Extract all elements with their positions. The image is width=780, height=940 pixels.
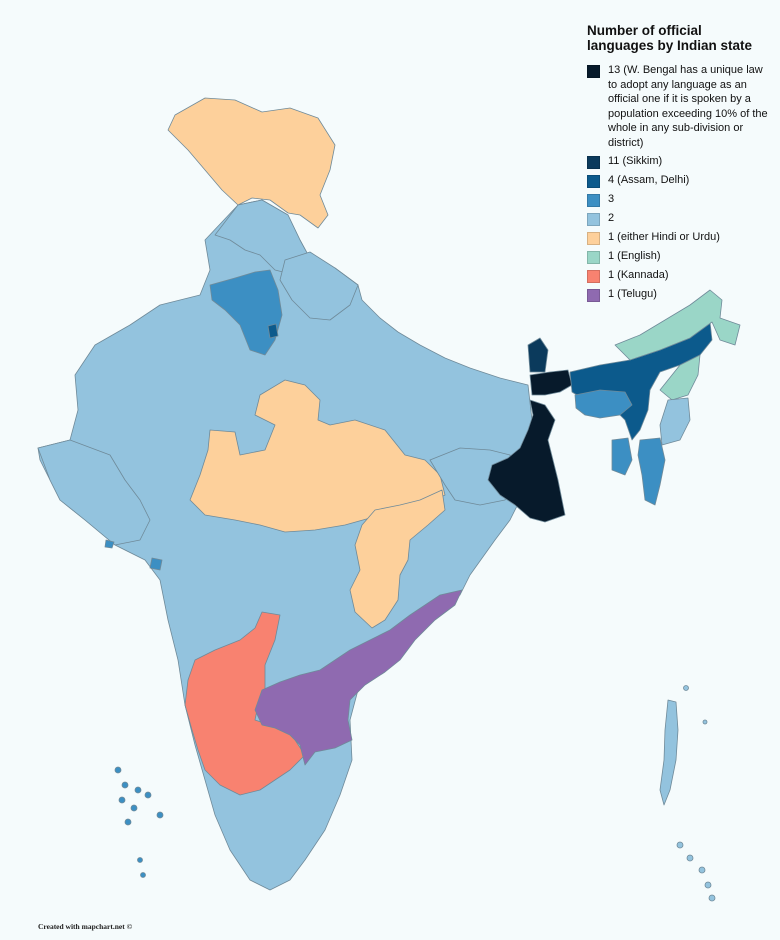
- legend-swatch: [587, 156, 600, 169]
- legend-label: 11 (Sikkim): [608, 155, 663, 167]
- region-daman: [104, 539, 115, 549]
- region-meghalaya: [574, 389, 633, 419]
- legend-swatch: [587, 270, 600, 283]
- legend-item: 2: [587, 211, 772, 226]
- legend-swatch: [587, 213, 600, 226]
- legend-item: 1 (either Hindi or Urdu): [587, 230, 772, 245]
- region-mizoram: [637, 437, 666, 506]
- region-sikkim: [527, 337, 549, 373]
- legend-swatch: [587, 232, 600, 245]
- legend-label: 13 (W. Bengal has a unique law to adopt …: [608, 64, 768, 149]
- region-goa: [149, 557, 163, 571]
- region-madhya-pradesh: [189, 379, 446, 533]
- legend-swatch: [587, 251, 600, 264]
- legend-label: 1 (either Hindi or Urdu): [608, 231, 720, 243]
- region-nagaland: [659, 354, 701, 401]
- region-north-wb: [529, 369, 573, 396]
- region-andhra-telangana: [254, 589, 463, 766]
- legend-label: 4 (Assam, Delhi): [608, 174, 690, 186]
- region-gujarat: [37, 439, 151, 546]
- legend: Number of official languages by Indian s…: [587, 23, 772, 306]
- legend-item: 11 (Sikkim): [587, 154, 772, 169]
- region-jammu-kashmir-ladakh: [167, 97, 336, 229]
- legend-item: 13 (W. Bengal has a unique law to adopt …: [587, 63, 772, 150]
- region-lakshadweep: [114, 766, 164, 878]
- legend-swatch: [587, 289, 600, 302]
- legend-item: 4 (Assam, Delhi): [587, 173, 772, 188]
- legend-item: 1 (Kannada): [587, 268, 772, 283]
- region-chhattisgarh: [349, 489, 446, 629]
- legend-item: 1 (Telugu): [587, 287, 772, 302]
- region-punjab-haryana: [209, 269, 283, 356]
- region-andaman-nicobar: [659, 685, 716, 902]
- legend-swatch: [587, 65, 600, 78]
- legend-label: 3: [608, 193, 615, 205]
- legend-swatch: [587, 175, 600, 188]
- region-uttarakhand: [279, 251, 359, 321]
- region-tripura: [611, 437, 633, 476]
- legend-swatch: [587, 194, 600, 207]
- legend-item: 3: [587, 192, 772, 207]
- region-delhi: [267, 323, 279, 339]
- legend-label: 2: [608, 212, 615, 224]
- legend-label: 1 (Telugu): [608, 288, 657, 300]
- region-manipur: [659, 397, 691, 446]
- credit: Created with mapchart.net ©: [38, 922, 133, 931]
- legend-label: 1 (English): [608, 250, 661, 262]
- region-arunachal: [614, 289, 741, 361]
- legend-item: 1 (English): [587, 249, 772, 264]
- region-west-bengal: [487, 399, 566, 523]
- legend-label: 1 (Kannada): [608, 269, 669, 281]
- legend-title: Number of official languages by Indian s…: [587, 23, 753, 53]
